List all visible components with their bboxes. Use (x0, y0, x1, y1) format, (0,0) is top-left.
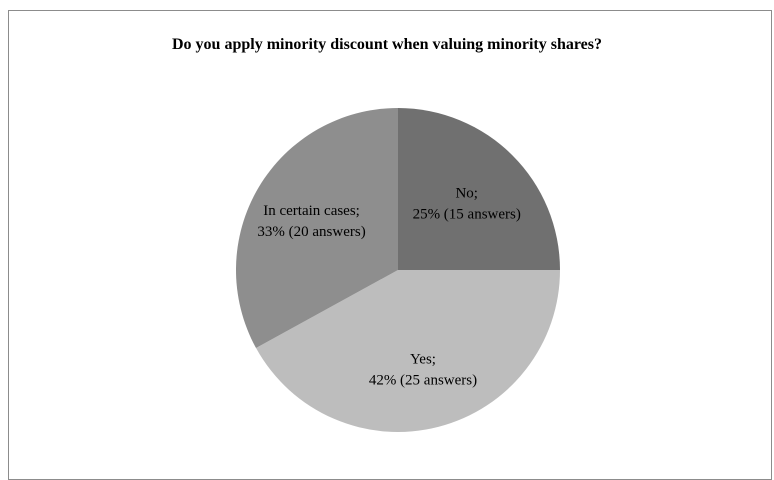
slice-value-label: 25% (15 answers) (413, 206, 521, 222)
slice-value-label: 42% (25 answers) (369, 372, 477, 388)
pie-slice-in-certain-cases (236, 108, 398, 349)
pie-slice-no (398, 108, 560, 270)
slice-value-label: 33% (20 answers) (257, 224, 365, 240)
pie-slice-yes (256, 270, 560, 432)
pie-labels: No; 25% (15 answers) Yes; 42% (25 answers) I… (257, 185, 520, 388)
chart-title: Do you apply minority discount when valu… (172, 36, 602, 53)
pie-slices (236, 108, 560, 432)
slice-label: Yes; (410, 351, 436, 367)
slice-label: In certain cases; (263, 203, 360, 219)
slice-label: No; (455, 185, 478, 201)
